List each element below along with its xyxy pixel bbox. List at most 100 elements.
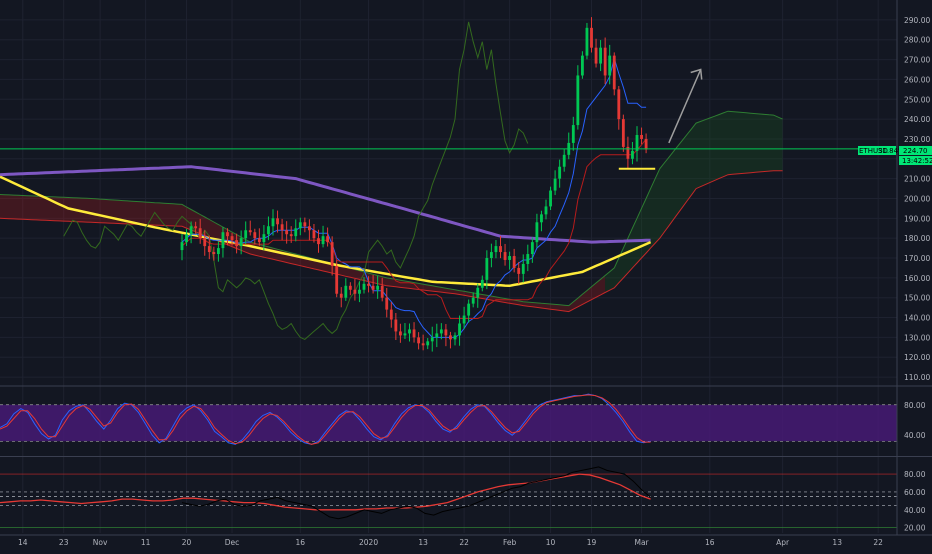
candle-body[interactable] [621, 119, 625, 147]
candle[interactable] [508, 251, 512, 270]
candle[interactable] [398, 323, 402, 343]
candle-body[interactable] [435, 333, 439, 338]
candle[interactable] [535, 213, 539, 248]
candle-body[interactable] [298, 222, 302, 229]
candle-body[interactable] [517, 267, 521, 274]
candle[interactable] [244, 221, 248, 245]
candle-body[interactable] [289, 234, 293, 237]
candle-body[interactable] [476, 287, 480, 298]
candle-body[interactable] [317, 238, 320, 245]
candle[interactable] [439, 323, 443, 340]
candle[interactable] [621, 114, 625, 152]
candle[interactable] [599, 40, 603, 72]
candle[interactable] [353, 279, 357, 301]
candle-body[interactable] [417, 337, 421, 344]
candle-body[interactable] [535, 222, 539, 243]
candle-body[interactable] [253, 232, 257, 239]
candle[interactable] [317, 229, 320, 253]
candle[interactable] [267, 216, 270, 241]
candle[interactable] [376, 276, 380, 299]
candle-body[interactable] [221, 232, 225, 249]
candle-body[interactable] [549, 190, 552, 207]
candle-body[interactable] [508, 256, 512, 260]
candle[interactable] [321, 225, 325, 248]
candle[interactable] [553, 170, 557, 196]
candle[interactable] [517, 261, 521, 284]
candle[interactable] [180, 234, 184, 261]
candle-body[interactable] [458, 323, 461, 336]
candle[interactable] [458, 315, 461, 346]
candle-body[interactable] [617, 89, 621, 120]
candle-body[interactable] [285, 230, 289, 235]
candle-body[interactable] [189, 226, 193, 235]
candle[interactable] [367, 276, 370, 293]
candle[interactable] [449, 331, 452, 349]
candle[interactable] [421, 334, 425, 351]
candle-body[interactable] [326, 236, 330, 243]
candle-body[interactable] [262, 234, 266, 243]
candlestick-series[interactable] [180, 17, 648, 352]
candle[interactable] [462, 306, 466, 330]
candle[interactable] [230, 232, 234, 246]
candle[interactable] [608, 44, 612, 85]
candle[interactable] [380, 277, 384, 302]
candle-body[interactable] [244, 230, 248, 239]
candle-body[interactable] [312, 230, 316, 239]
candle-body[interactable] [248, 230, 252, 233]
candle[interactable] [476, 283, 480, 308]
candle[interactable] [594, 38, 598, 68]
candle-body[interactable] [321, 236, 325, 245]
candle-body[interactable] [530, 242, 534, 255]
candle-body[interactable] [203, 238, 207, 247]
candle[interactable] [471, 292, 475, 308]
candle-body[interactable] [330, 242, 334, 266]
candle[interactable] [248, 220, 252, 236]
candle-body[interactable] [412, 329, 416, 338]
candle-body[interactable] [276, 218, 279, 225]
candle-body[interactable] [580, 55, 584, 76]
candle[interactable] [257, 228, 261, 246]
candle-body[interactable] [571, 125, 575, 143]
candle[interactable] [330, 236, 334, 276]
candle[interactable] [212, 246, 216, 261]
candle[interactable] [408, 323, 411, 342]
candle-body[interactable] [212, 252, 216, 255]
candle[interactable] [499, 235, 502, 259]
candle[interactable] [540, 210, 543, 232]
candle-body[interactable] [371, 285, 375, 290]
candle[interactable] [558, 159, 562, 188]
candle[interactable] [590, 17, 593, 53]
candle[interactable] [644, 133, 648, 154]
candle-body[interactable] [590, 27, 593, 48]
candle[interactable] [631, 141, 634, 165]
candle-body[interactable] [471, 297, 475, 304]
candle-body[interactable] [562, 154, 566, 167]
candle-body[interactable] [239, 238, 243, 247]
candle[interactable] [348, 282, 352, 296]
candle[interactable] [603, 37, 607, 85]
candle-body[interactable] [198, 228, 202, 239]
candle-body[interactable] [394, 319, 398, 332]
candle-body[interactable] [353, 289, 357, 294]
candle[interactable] [389, 302, 393, 328]
candle[interactable] [307, 219, 311, 241]
candle[interactable] [385, 287, 389, 318]
candle-body[interactable] [631, 150, 634, 159]
candle-body[interactable] [426, 341, 430, 346]
candle[interactable] [253, 228, 257, 245]
candle-body[interactable] [626, 146, 630, 159]
candle[interactable] [426, 338, 430, 350]
candle[interactable] [326, 227, 330, 247]
candle-body[interactable] [207, 246, 211, 253]
candle-body[interactable] [430, 337, 434, 342]
candle-body[interactable] [180, 242, 184, 251]
candle[interactable] [612, 52, 616, 96]
candle-body[interactable] [644, 138, 648, 150]
candle[interactable] [185, 228, 188, 246]
candle[interactable] [289, 226, 293, 243]
candle[interactable] [312, 223, 316, 243]
stoch-rsi-series[interactable] [0, 394, 651, 445]
candle[interactable] [521, 254, 525, 283]
